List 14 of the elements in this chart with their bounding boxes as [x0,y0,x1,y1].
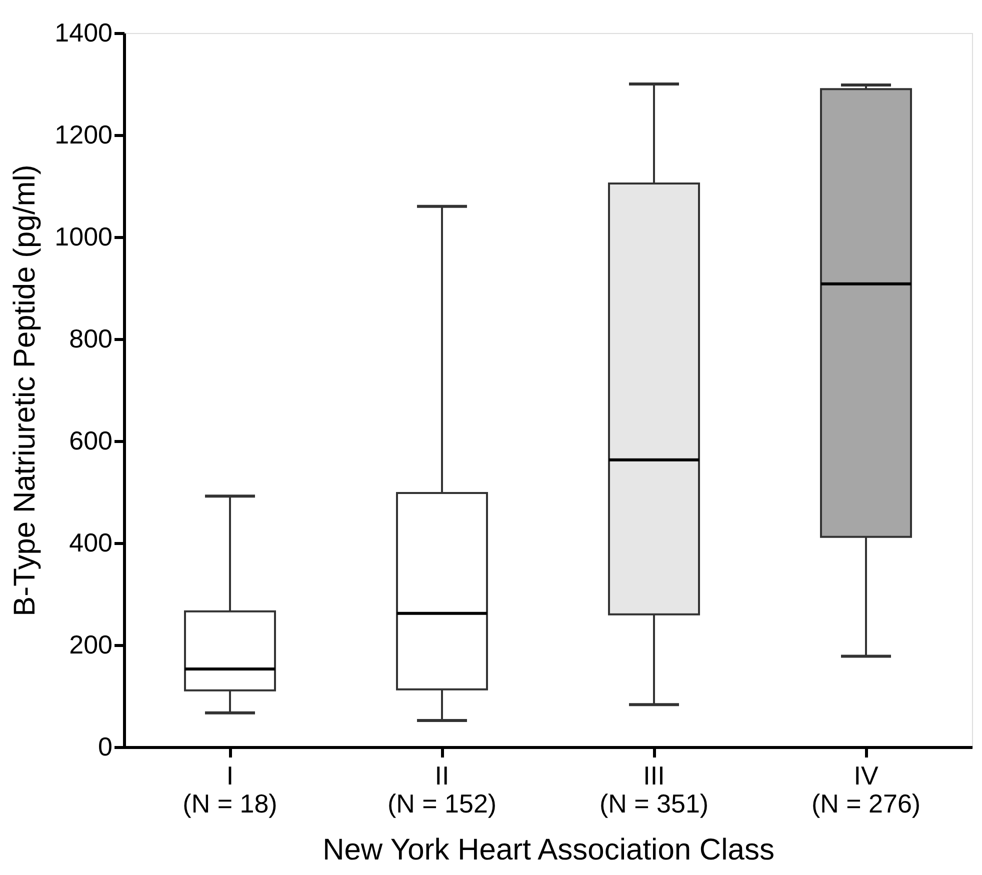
y-tick-label: 1400 [54,18,112,48]
y-axis-title: B-Type Natriuretic Peptide (pg/ml) [8,164,42,616]
y-tick-label: 400 [69,528,112,558]
y-tick-label: 200 [69,630,112,660]
y-tick-label: 0 [98,732,112,762]
y-tick-label: 1200 [54,120,112,150]
y-tick-label: 600 [69,426,112,456]
x-axis-title: New York Heart Association Class [322,834,774,866]
y-tick-label: 1000 [54,222,112,252]
x-tick-label: IV (N = 276) [811,760,921,818]
x-tick-label: III (N = 351) [599,760,709,818]
x-tick-label: II (N = 152) [387,760,497,818]
y-tick-label: 800 [69,324,112,354]
x-tick-label: I (N = 18) [182,760,278,818]
